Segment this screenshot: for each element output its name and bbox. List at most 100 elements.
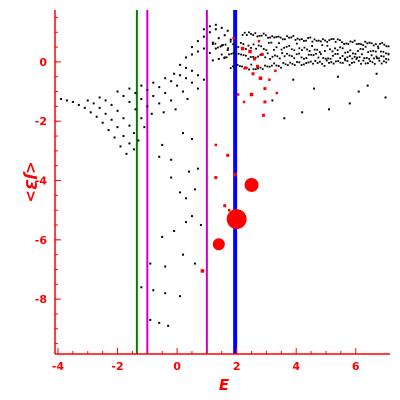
black-point-118 [301,111,304,114]
band-point-2-35 [309,60,312,63]
black-point-109 [193,188,196,191]
band-point-1-48 [336,53,339,55]
band-point-3-22 [288,36,291,39]
band-point-0-38 [308,50,311,52]
black-point-74 [202,28,205,31]
black-point-53 [182,90,185,93]
band-point-1-69 [387,53,390,56]
band-point-3-45 [336,38,339,41]
band-point-3-53 [353,39,356,42]
black-point-38 [146,105,149,108]
y-tick-label-4: -8 [35,293,47,306]
band-point-1-56 [356,56,358,59]
black-point-106 [199,224,202,226]
black-point-108 [185,197,188,200]
band-point-0-59 [362,48,364,51]
band-point-3-9 [260,34,263,37]
black-point-48 [170,99,173,102]
band-point-3-64 [377,45,379,48]
band-point-3-57 [362,44,365,47]
black-point-128 [336,75,339,78]
black-point-56 [179,74,182,77]
band-point-1-59 [363,57,366,60]
black-point-26 [128,124,131,127]
band-point-3-52 [351,41,354,44]
band-point-0-3 [219,45,222,48]
band-point-2-42 [325,59,328,62]
band-point-2-19 [273,62,276,65]
band-point-1-62 [370,54,373,57]
band-point-0-30 [288,44,291,47]
black-point-28 [137,139,140,142]
band-point-0-7 [229,40,232,43]
band-point-3-29 [303,40,305,42]
band-point-0-22 [267,41,270,44]
band-point-1-65 [377,57,380,60]
black-point-37 [140,97,143,100]
band-point-3-56 [360,43,362,46]
black-point-45 [152,81,155,84]
black-point-6 [95,115,98,118]
red-point-22 [242,100,246,104]
band-point-2-12 [257,67,260,70]
band-point-2-1 [232,65,234,68]
black-point-100 [182,253,185,256]
band-point-0-57 [357,50,359,52]
band-point-1-24 [278,57,281,60]
band-point-1-64 [375,55,378,58]
black-point-99 [164,265,167,268]
black-point-86 [226,49,229,52]
black-point-114 [170,158,173,161]
band-point-3-37 [319,40,322,43]
black-point-112 [170,176,173,179]
black-point-33 [140,117,143,120]
band-point-1-54 [351,57,354,60]
band-point-1-28 [288,54,291,57]
band-point-2-10 [252,68,255,71]
black-point-9 [113,136,116,139]
black-point-0 [59,97,62,100]
band-point-0-9 [234,44,237,47]
band-point-1-27 [286,52,288,55]
black-point-49 [174,108,177,111]
black-point-44 [162,111,165,114]
black-point-72 [208,31,211,34]
band-point-0-12 [242,43,245,45]
red-point-23 [263,100,267,104]
band-point-1-52 [346,56,349,59]
red-point-13 [260,52,264,56]
black-point-3 [77,103,80,106]
black-point-81 [223,34,226,37]
band-point-0-44 [323,50,326,52]
band-point-1-23 [276,55,279,58]
red-point-3 [200,269,205,273]
band-point-0-49 [336,49,339,52]
red-point-21 [275,91,279,95]
black-point-61 [185,66,188,69]
black-point-73 [214,28,217,31]
band-point-3-14 [271,35,274,38]
black-point-8 [107,129,110,132]
band-point-3-16 [275,36,278,38]
band-point-3-68 [385,45,388,48]
band-point-3-5 [252,34,255,36]
black-point-16 [110,118,113,121]
black-point-116 [190,138,193,140]
band-point-0-60 [364,45,367,48]
black-point-57 [185,77,188,80]
band-point-2-17 [268,65,271,68]
black-point-20 [132,148,135,151]
black-point-27 [132,132,135,135]
band-point-0-0 [211,43,214,46]
band-point-0-6 [227,47,229,50]
band-point-1-31 [295,53,298,56]
band-point-0-68 [385,52,387,55]
band-point-0-48 [334,47,336,50]
band-point-1-34 [303,57,305,60]
band-point-0-25 [275,46,278,49]
band-point-3-60 [368,41,371,44]
band-point-3-63 [374,43,377,46]
band-point-2-25 [286,64,289,67]
black-point-63 [196,74,199,77]
band-point-2-39 [318,60,321,63]
